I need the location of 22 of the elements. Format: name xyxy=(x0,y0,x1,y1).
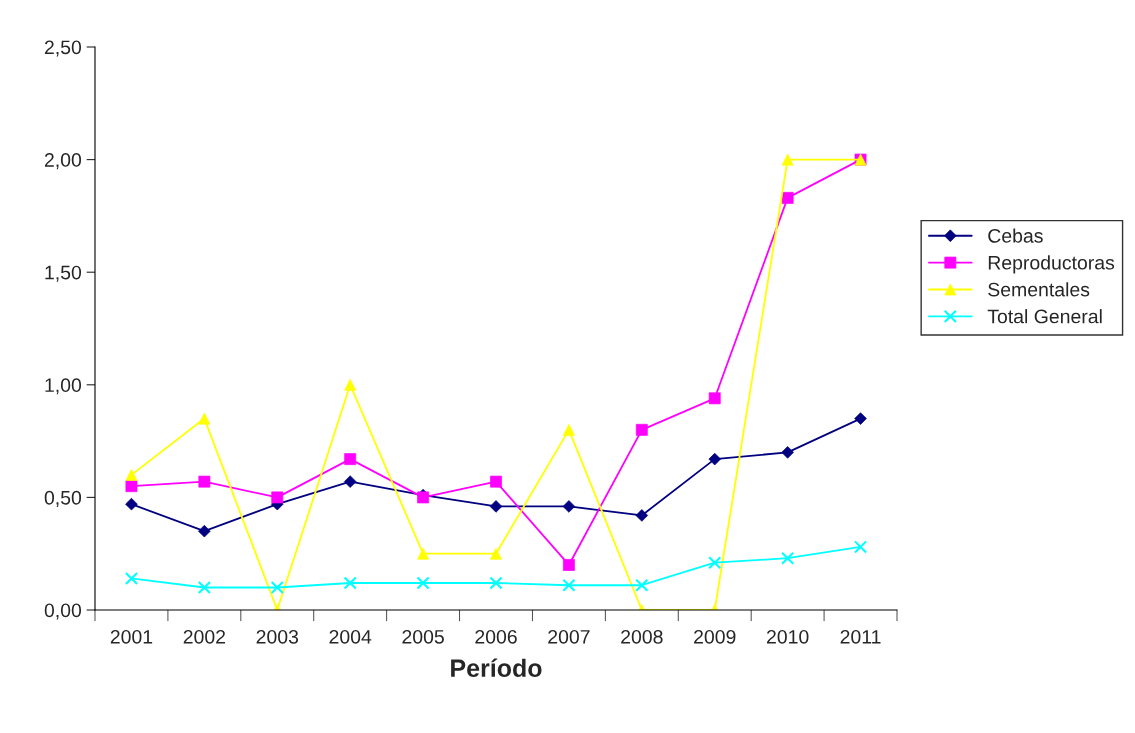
x-tick-label: 2004 xyxy=(329,629,372,644)
y-tick-label: 2,00 xyxy=(44,153,82,170)
legend-label: Sementales xyxy=(988,282,1090,297)
y-tick-label: 1,50 xyxy=(45,265,82,282)
y-tick-label: 1,00 xyxy=(45,378,82,395)
x-axis-title: Período xyxy=(451,658,542,678)
x-tick-label: 2008 xyxy=(621,629,663,644)
x-tick-label: 2009 xyxy=(694,629,736,644)
legend-label: Reproductoras xyxy=(988,255,1115,274)
x-tick-label: 2005 xyxy=(402,629,444,644)
x-tick-label: 2011 xyxy=(840,629,881,644)
y-tick-label: 0,50 xyxy=(44,490,82,507)
x-tick-label: 2010 xyxy=(766,629,809,644)
y-tick-label: 2,50 xyxy=(44,40,82,57)
x-tick-label: 2001 xyxy=(110,629,153,644)
x-tick-label: 2006 xyxy=(475,629,517,644)
y-tick-label: 0,00 xyxy=(44,603,82,620)
x-tick-label: 2003 xyxy=(256,629,299,644)
legend-label: Total General xyxy=(987,309,1102,324)
x-tick-label: 2007 xyxy=(548,629,590,644)
x-tick-label: 2002 xyxy=(183,629,226,644)
legend-label: Cebas xyxy=(988,228,1043,243)
